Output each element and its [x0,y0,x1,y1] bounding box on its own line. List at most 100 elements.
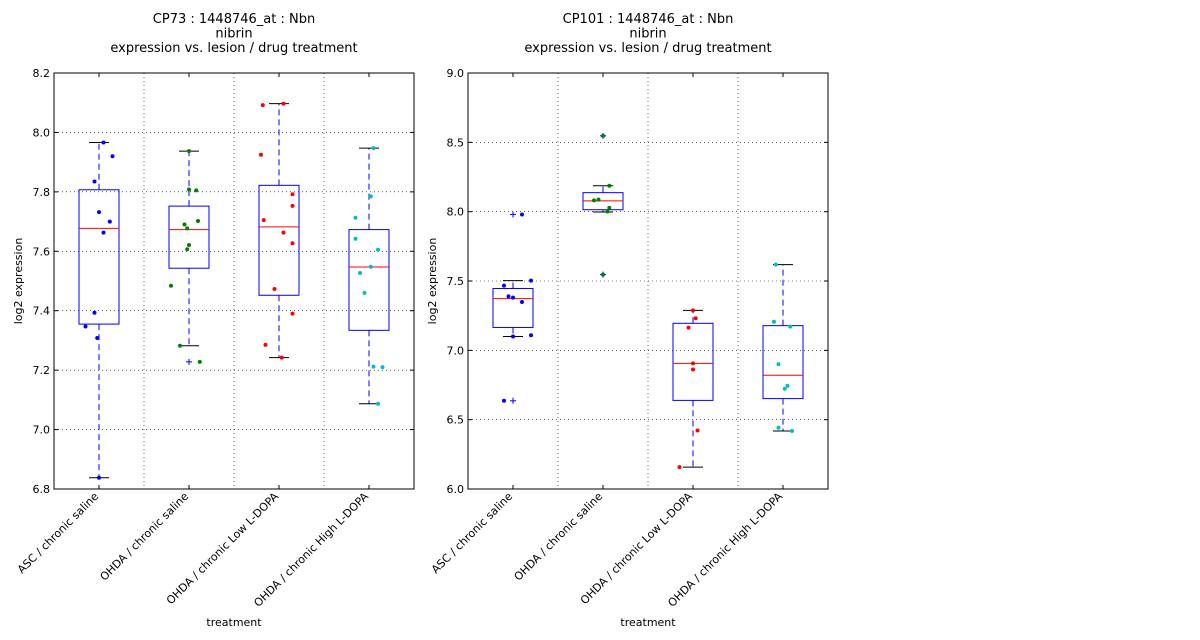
data-point [529,333,533,338]
data-point [272,287,277,292]
data-point [380,365,385,370]
data-point [511,295,515,300]
chart-title-line: expression vs. lesion / drug treatment [524,41,771,56]
y-tick-label: 7.5 [447,275,465,288]
x-axis-label: treatment [620,616,676,629]
data-point [511,334,515,339]
data-point [281,101,286,106]
data-point [529,278,533,283]
data-point [259,152,263,157]
box-iqr [492,287,534,328]
data-point [520,212,524,217]
x-tick-label: OHDA / chronic saline [512,490,606,584]
data-point [197,359,202,364]
data-point [773,262,778,267]
chart-title-line: nibrin [629,27,666,42]
box-iqr [762,325,804,400]
x-tick-label: ASC / chronic saline [15,490,101,576]
data-point [92,179,97,184]
data-point [686,325,691,330]
data-point [196,218,200,223]
right-boxplot-panel: CP101 : 1448746_at : Nbnnibrinexpression… [426,12,829,629]
y-axis-label: log2 expression [12,238,25,325]
data-point [187,187,191,192]
box-iqr [168,205,210,269]
y-tick-label: 8.0 [447,206,465,219]
y-axis-label: log2 expression [426,238,439,325]
y-tick-label: 9.0 [447,67,465,80]
data-point [290,311,295,316]
data-point [691,361,695,366]
data-point [368,194,373,199]
y-tick-label: 7.0 [447,344,465,357]
data-point [169,283,173,288]
box-iqr [672,322,714,401]
left-boxplot-panel: CP73 : 1448746_at : Nbnnibrinexpression … [12,12,415,629]
axes-frame [53,72,415,490]
data-point [358,270,362,275]
data-point [97,475,101,480]
data-point [371,146,376,151]
data-point [693,316,698,321]
data-point [776,362,781,367]
data-point [520,299,524,304]
data-point [695,428,700,433]
data-point [279,355,284,360]
y-tick-label: 7.4 [33,305,51,318]
data-point [368,264,373,269]
data-point [110,154,115,159]
y-tick-label: 8.0 [33,126,51,139]
y-tick-label: 6.8 [33,483,51,496]
data-point [371,364,376,369]
y-tick-label: 7.2 [33,364,51,377]
data-point [95,336,100,341]
data-point [101,140,106,145]
data-point [785,383,790,388]
y-tick-label: 6.0 [447,483,465,496]
data-point [290,203,295,208]
data-point [772,319,776,324]
x-tick-label: OHDA / chronic saline [98,490,192,584]
data-point [506,294,511,299]
data-point [376,247,380,252]
data-point [178,343,182,348]
data-point [691,367,695,372]
data-point [601,272,605,277]
data-point [353,215,358,220]
y-tick-label: 7.8 [33,186,51,199]
data-point [788,324,793,329]
data-point [281,230,286,235]
data-point [182,222,187,227]
data-point [83,324,88,329]
box-iqr [78,189,120,325]
data-point [592,198,596,203]
data-point [290,192,295,197]
data-point [502,283,506,288]
data-point [376,401,380,406]
data-point [185,247,190,252]
box-iqr [348,229,390,331]
data-point [691,308,695,313]
data-point [101,230,106,235]
data-point [782,386,787,391]
data-point [362,290,367,295]
data-point [605,209,610,214]
chart-title-line: CP73 : 1448746_at : Nbn [153,12,315,27]
y-tick-label: 7.0 [33,424,51,437]
x-axis-label: treatment [206,616,262,629]
data-point [790,429,794,434]
data-point [194,188,199,193]
data-point [607,183,612,188]
y-tick-label: 8.5 [447,136,465,149]
data-point [263,342,268,347]
y-tick-label: 8.2 [33,67,51,80]
box-iqr [258,184,300,296]
data-point [677,465,682,470]
data-point [92,310,97,315]
data-point [261,218,266,223]
x-tick-label: ASC / chronic saline [429,490,515,576]
y-tick-label: 7.6 [33,245,51,258]
data-point [107,219,112,224]
data-point [502,398,506,403]
